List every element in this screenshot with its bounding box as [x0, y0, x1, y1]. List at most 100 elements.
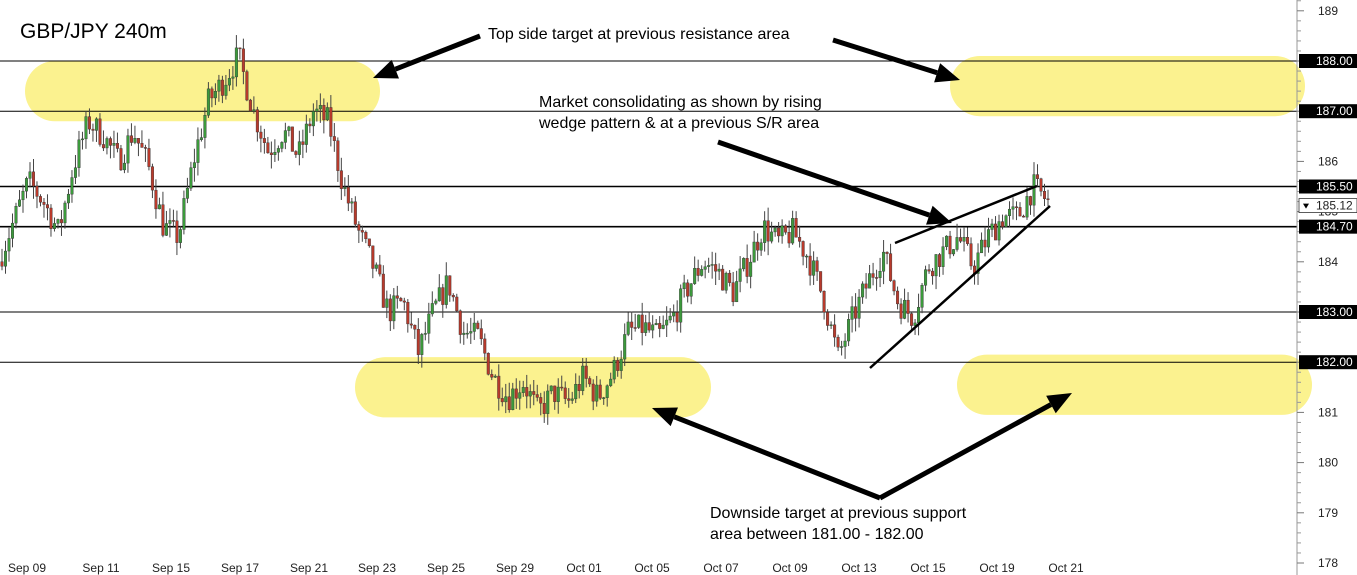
- candle-body: [329, 107, 333, 137]
- candle-body: [721, 268, 725, 291]
- candle-body: [567, 398, 571, 401]
- candle-body: [847, 319, 851, 342]
- candle-body: [917, 307, 921, 324]
- candle: [920, 283, 924, 314]
- candle: [780, 219, 784, 244]
- candle-body: [724, 272, 728, 291]
- candle-body: [661, 324, 665, 329]
- candle-body: [437, 287, 441, 302]
- candle-body: [378, 264, 382, 275]
- candle-body: [350, 201, 354, 204]
- candle-body: [455, 296, 459, 312]
- candle: [738, 256, 742, 293]
- candle-body: [770, 231, 774, 242]
- candle: [717, 263, 721, 281]
- candle-body: [826, 312, 830, 326]
- candle-body: [794, 218, 798, 238]
- candle: [241, 38, 245, 85]
- arrow-to-right-support-shaft: [878, 402, 1053, 501]
- candle-body: [371, 245, 375, 269]
- candle-body: [906, 299, 910, 314]
- candle: [854, 293, 858, 332]
- candle: [735, 270, 739, 303]
- x-tick-label: Sep 11: [82, 561, 119, 575]
- candle: [255, 106, 259, 142]
- x-tick-label: Oct 21: [1048, 561, 1084, 575]
- candle: [189, 161, 193, 191]
- candle: [364, 230, 368, 244]
- price-tag: 188.00: [1299, 54, 1357, 68]
- candle: [892, 279, 896, 296]
- candle: [444, 262, 448, 309]
- candle: [448, 275, 452, 302]
- candle: [507, 382, 511, 413]
- candle-body: [213, 90, 217, 99]
- price-tag: 184.70: [1299, 219, 1357, 234]
- candle-body: [857, 296, 861, 319]
- candle-body: [651, 324, 655, 331]
- chart-title: GBP/JPY 240m: [20, 20, 167, 43]
- candle-body: [535, 394, 539, 398]
- candle: [546, 384, 550, 425]
- candle: [563, 381, 567, 405]
- candle: [297, 130, 301, 166]
- candle: [556, 378, 560, 414]
- candle-body: [955, 237, 959, 250]
- x-tick-label: Sep 25: [427, 561, 465, 575]
- candle-body: [1001, 221, 1005, 228]
- candle-body: [616, 359, 620, 371]
- candle-body: [203, 115, 207, 138]
- candle: [458, 309, 462, 344]
- candle: [0, 248, 4, 271]
- candles: [0, 35, 1050, 425]
- candle: [465, 323, 469, 339]
- candle-body: [0, 261, 4, 267]
- candle: [42, 198, 46, 218]
- price-tag-bg: [1299, 219, 1357, 234]
- candle-body: [987, 229, 991, 248]
- candle: [665, 306, 669, 337]
- candle: [801, 240, 805, 266]
- candle-body: [745, 258, 749, 277]
- candle: [185, 177, 189, 204]
- candle: [623, 323, 627, 367]
- candle-body: [689, 283, 693, 297]
- candle: [154, 179, 158, 219]
- candle-body: [136, 138, 140, 144]
- x-tick-label: Oct 05: [634, 561, 670, 575]
- candle: [280, 141, 284, 153]
- candle-body: [777, 227, 781, 237]
- candle: [245, 69, 249, 102]
- candle-body: [675, 312, 679, 323]
- candle: [612, 356, 616, 384]
- candle-body: [728, 272, 732, 283]
- candle-body: [147, 148, 151, 167]
- candle: [654, 318, 658, 326]
- candle: [644, 314, 648, 337]
- candle-body: [780, 225, 784, 237]
- candle: [626, 312, 630, 337]
- candle: [756, 233, 760, 261]
- candle-body: [385, 298, 389, 308]
- candle-body: [192, 162, 196, 168]
- candle-body: [903, 299, 907, 319]
- candle: [969, 237, 973, 270]
- candle: [21, 184, 25, 213]
- candle: [108, 136, 112, 159]
- candle-body: [595, 384, 599, 402]
- candle-body: [399, 298, 403, 302]
- candle-body: [556, 386, 560, 402]
- candle: [504, 383, 508, 414]
- candle: [133, 125, 137, 145]
- y-tick-label: 179: [1318, 506, 1338, 520]
- candle-body: [388, 298, 392, 322]
- candle: [805, 254, 809, 269]
- price-tag: 183.00: [1299, 305, 1357, 319]
- candle-body: [738, 268, 742, 282]
- candle: [101, 130, 105, 152]
- candle-body: [931, 270, 935, 277]
- candle: [308, 118, 312, 133]
- candle-body: [77, 139, 81, 168]
- price-tag-label: 184.70: [1316, 220, 1353, 234]
